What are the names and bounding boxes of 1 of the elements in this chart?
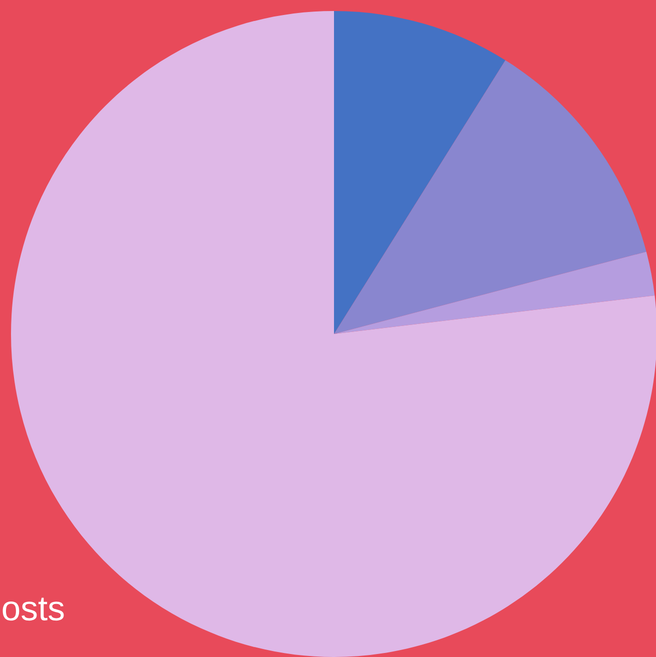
text: osts xyxy=(2,598,64,621)
